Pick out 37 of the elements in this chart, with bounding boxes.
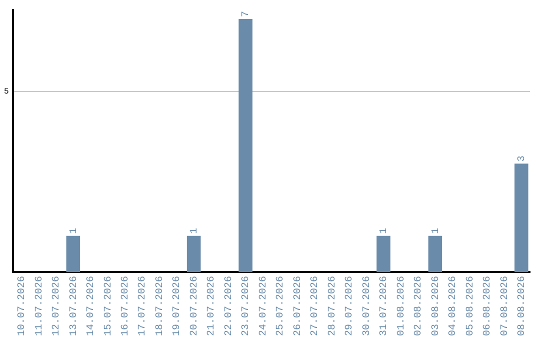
- x-tick-label: 11.07.2026: [34, 276, 46, 336]
- x-tick-label: 01.08.2026: [396, 276, 408, 336]
- data-label: 1: [189, 228, 200, 234]
- x-tick-label: 02.08.2026: [414, 276, 425, 336]
- x-tick-label: 06.08.2026: [482, 276, 494, 336]
- x-tick-label: 28.07.2026: [327, 276, 338, 336]
- x-tick-label: 22.07.2026: [224, 276, 235, 336]
- x-tick-label: 24.07.2026: [258, 276, 270, 336]
- x-tick-label: 03.08.2026: [430, 276, 442, 336]
- x-tick-label: 10.07.2026: [17, 276, 28, 336]
- x-tick-label: 08.08.2026: [517, 276, 528, 336]
- data-label: 7: [241, 11, 252, 18]
- x-tick-label: 18.07.2026: [154, 276, 166, 336]
- x-tick-label: 07.08.2026: [500, 276, 511, 336]
- x-tick-label: 31.07.2026: [379, 276, 390, 336]
- x-tick-label: 30.07.2026: [362, 276, 373, 336]
- x-tick-label: 16.07.2026: [120, 276, 132, 336]
- x-tick-label: 27.07.2026: [310, 276, 322, 336]
- x-tick-label: 15.07.2026: [103, 276, 114, 336]
- x-tick-label: 12.07.2026: [52, 276, 63, 336]
- x-tick-label: 25.07.2026: [276, 276, 287, 336]
- data-label: 3: [517, 156, 528, 162]
- x-tick-label: 20.07.2026: [189, 276, 200, 336]
- x-tick-label: 29.07.2026: [344, 276, 356, 336]
- x-tick-label: 05.08.2026: [465, 276, 476, 336]
- x-tick-label: 14.07.2026: [86, 276, 98, 336]
- data-label: 1: [68, 228, 80, 234]
- x-tick-label: 04.08.2026: [448, 276, 460, 336]
- x-tick-label: 26.07.2026: [292, 276, 304, 336]
- x-tick-label: 19.07.2026: [172, 276, 184, 336]
- x-tick-label: 13.07.2026: [68, 276, 80, 336]
- x-tick-label: 21.07.2026: [206, 276, 218, 336]
- data-label: 1: [379, 228, 390, 234]
- y-tick-label: 5: [4, 87, 9, 96]
- x-tick-label: 17.07.2026: [138, 276, 149, 336]
- data-label: 1: [430, 228, 442, 234]
- x-tick-label: 23.07.2026: [241, 276, 252, 336]
